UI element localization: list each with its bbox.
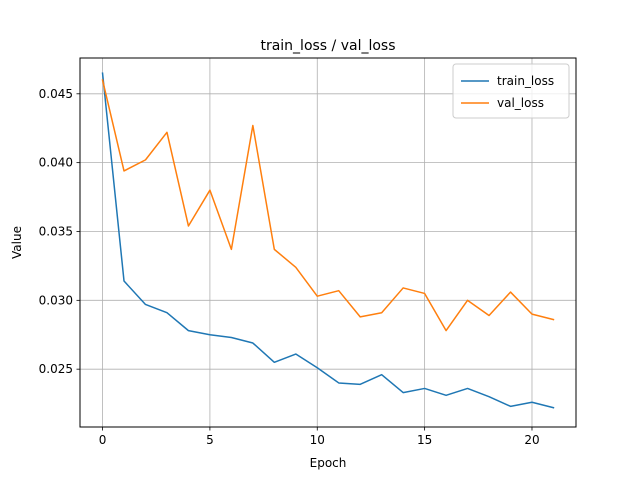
plot-frame: [79, 57, 577, 428]
grid: [80, 58, 576, 427]
x-tick-label: 0: [99, 433, 107, 447]
y-tick-label: 0.040: [39, 156, 73, 170]
series-line-val-loss: [101, 79, 555, 332]
chart-title: train_loss / val_loss: [260, 38, 395, 54]
legend: train_loss val_loss: [452, 63, 570, 119]
series-layer: [101, 72, 555, 409]
x-tick-label: 15: [417, 433, 432, 447]
y-tick-label: 0.025: [39, 362, 73, 376]
x-tick-label: 10: [310, 433, 325, 447]
series-line-train-loss: [101, 72, 555, 409]
plot-area: [80, 58, 576, 427]
legend-label-val-loss: val_loss: [497, 96, 544, 110]
x-tick-label: 5: [206, 433, 214, 447]
x-axis: 0 5 10 15 20: [99, 427, 540, 447]
legend-box: [452, 63, 570, 119]
y-axis: 0.025 0.030 0.035 0.040 0.045: [39, 87, 80, 376]
x-tick-label: 20: [524, 433, 539, 447]
y-tick-label: 0.030: [39, 293, 73, 307]
y-tick-label: 0.035: [39, 224, 73, 238]
y-tick-label: 0.045: [39, 87, 73, 101]
x-axis-label: Epoch: [310, 456, 347, 470]
y-axis-label: Value: [10, 226, 24, 259]
legend-label-train-loss: train_loss: [497, 74, 554, 88]
